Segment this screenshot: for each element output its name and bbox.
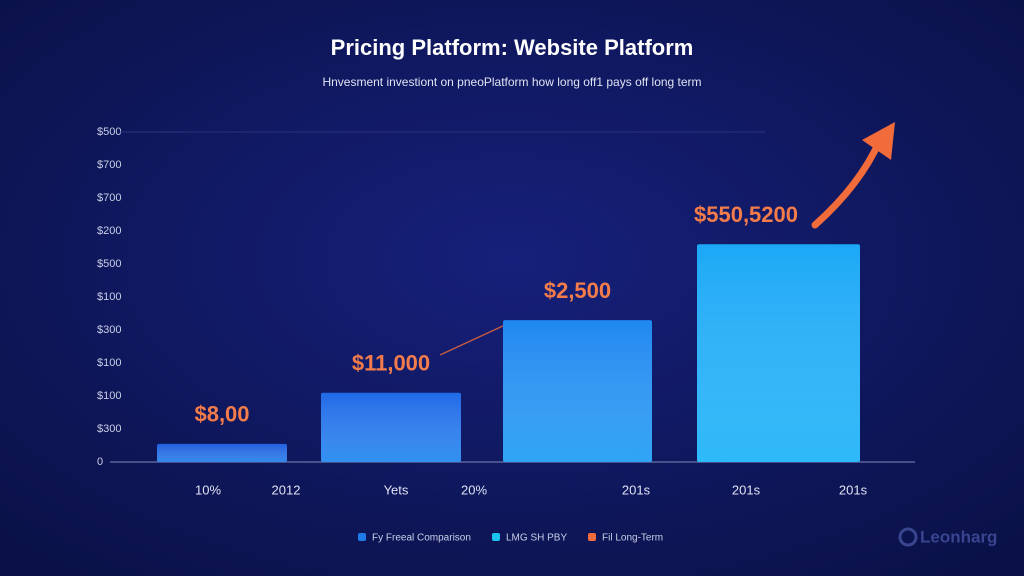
legend-swatch bbox=[358, 533, 366, 541]
data-label: $8,00 bbox=[194, 402, 249, 427]
y-tick-label: $300 bbox=[97, 423, 121, 435]
data-label: $2,500 bbox=[544, 278, 611, 303]
y-tick-label: $500 bbox=[97, 126, 121, 138]
y-tick-label: $300 bbox=[97, 324, 121, 336]
bar-shade bbox=[697, 244, 860, 462]
legend-label: Fil Long-Term bbox=[602, 533, 663, 544]
x-tick-label: 201s bbox=[622, 482, 651, 497]
y-tick-label: $500 bbox=[97, 258, 121, 270]
watermark-icon bbox=[898, 527, 918, 547]
bar-shade bbox=[503, 320, 652, 462]
watermark: Leonharg bbox=[920, 527, 997, 546]
x-tick-label: 20% bbox=[461, 482, 487, 497]
legend-swatch bbox=[588, 533, 596, 541]
bar-shade bbox=[321, 392, 461, 462]
y-tick-label: 0 bbox=[97, 456, 103, 468]
trend-line bbox=[439, 324, 506, 356]
x-tick-label: 10% bbox=[195, 482, 221, 497]
x-tick-label: 201s bbox=[732, 482, 761, 497]
legend-label: Fy Freeal Comparison bbox=[372, 533, 471, 544]
chart-subtitle: Hnvesment investiont on pneoPlatform how… bbox=[322, 75, 701, 89]
legend-swatch bbox=[492, 533, 500, 541]
chart-title: Pricing Platform: Website Platform bbox=[331, 35, 694, 60]
x-tick-label: 2012 bbox=[272, 482, 301, 497]
y-tick-label: $200 bbox=[97, 225, 121, 237]
data-label: $550,5200 bbox=[694, 202, 798, 227]
legend-label: LMG SH PBY bbox=[506, 533, 567, 544]
data-label: $11,000 bbox=[352, 351, 430, 376]
x-tick-label: 201s bbox=[839, 482, 868, 497]
y-tick-label: $100 bbox=[97, 291, 121, 303]
y-tick-label: $100 bbox=[97, 357, 121, 369]
y-tick-label: $700 bbox=[97, 159, 121, 171]
x-tick-label: Yets bbox=[384, 482, 409, 497]
trend-arrow bbox=[811, 136, 884, 229]
arrow-head bbox=[862, 122, 895, 160]
y-tick-label: $700 bbox=[97, 192, 121, 204]
bar-shade bbox=[157, 443, 287, 462]
y-tick-label: $100 bbox=[97, 390, 121, 402]
